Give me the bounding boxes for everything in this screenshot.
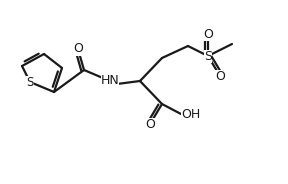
Text: O: O [203,27,213,40]
Text: S: S [26,75,34,89]
Text: S: S [204,49,212,63]
Text: O: O [215,70,225,82]
Text: OH: OH [181,107,200,121]
Text: O: O [73,43,83,56]
Text: HN: HN [101,75,119,88]
Text: O: O [145,118,155,130]
